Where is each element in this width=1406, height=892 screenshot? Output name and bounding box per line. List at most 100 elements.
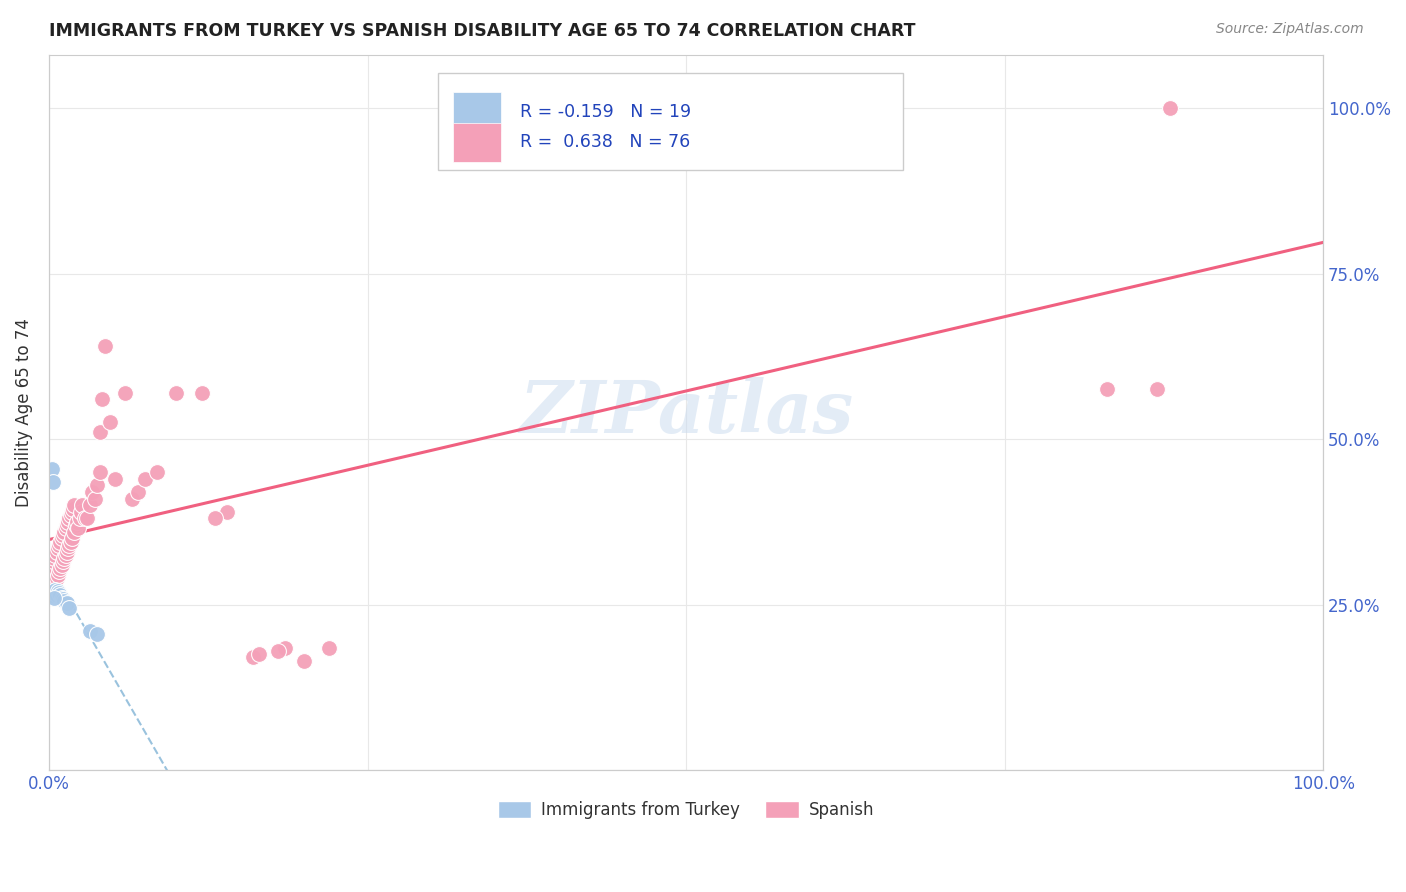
Point: [45, 588, 67, 602]
Point: [55, 521, 77, 535]
FancyBboxPatch shape: [453, 123, 502, 162]
Point: [42, 554, 65, 568]
Point: [46, 541, 69, 556]
Point: [53, 551, 76, 566]
Point: [39, 585, 62, 599]
Point: [134, 472, 156, 486]
Point: [55, 548, 77, 562]
Point: [48, 565, 70, 579]
Point: [41, 588, 63, 602]
Point: [39, 584, 62, 599]
Point: [83, 491, 105, 506]
Point: [46, 567, 69, 582]
Point: [204, 511, 226, 525]
Point: [79, 624, 101, 638]
Point: [51, 591, 73, 605]
Point: [41, 585, 63, 599]
Point: [41, 462, 63, 476]
Point: [45, 544, 67, 558]
Point: [82, 485, 104, 500]
Point: [267, 644, 290, 658]
Point: [56, 541, 79, 556]
Point: [44, 548, 66, 562]
Point: [247, 647, 270, 661]
Point: [42, 585, 65, 599]
Point: [63, 524, 86, 539]
Point: [242, 650, 264, 665]
Point: [65, 518, 87, 533]
Point: [89, 465, 111, 479]
Point: [48, 585, 70, 599]
Y-axis label: Disability Age 65 to 74: Disability Age 65 to 74: [15, 318, 32, 507]
Point: [44, 574, 66, 589]
Text: R =  0.638   N = 76: R = 0.638 N = 76: [520, 134, 690, 152]
Point: [44, 582, 66, 597]
Point: [60, 532, 83, 546]
Point: [69, 511, 91, 525]
Point: [146, 465, 169, 479]
Point: [51, 532, 73, 546]
Point: [86, 478, 108, 492]
Point: [127, 485, 149, 500]
Point: [53, 594, 76, 608]
Point: [114, 385, 136, 400]
Text: Source: ZipAtlas.com: Source: ZipAtlas.com: [1216, 22, 1364, 37]
Point: [58, 600, 80, 615]
Point: [53, 524, 76, 539]
Point: [46, 584, 69, 599]
Point: [121, 491, 143, 506]
Point: [79, 498, 101, 512]
Text: IMMIGRANTS FROM TURKEY VS SPANISH DISABILITY AGE 65 TO 74 CORRELATION CHART: IMMIGRANTS FROM TURKEY VS SPANISH DISABI…: [49, 22, 915, 40]
Point: [42, 577, 65, 591]
Point: [39, 561, 62, 575]
Point: [60, 505, 83, 519]
Point: [51, 558, 73, 572]
Point: [318, 640, 340, 655]
Point: [56, 518, 79, 533]
Point: [70, 498, 93, 512]
Point: [217, 505, 239, 519]
Point: [42, 584, 65, 599]
Point: [56, 544, 79, 558]
Point: [91, 392, 114, 407]
Point: [56, 596, 79, 610]
Point: [73, 511, 96, 525]
Point: [52, 592, 75, 607]
Point: [48, 538, 70, 552]
Point: [89, 425, 111, 440]
Point: [69, 505, 91, 519]
FancyBboxPatch shape: [453, 92, 502, 131]
Point: [292, 654, 315, 668]
Point: [86, 627, 108, 641]
Point: [1095, 383, 1118, 397]
FancyBboxPatch shape: [437, 73, 903, 169]
Point: [42, 581, 65, 595]
Point: [104, 472, 127, 486]
Point: [52, 528, 75, 542]
Point: [42, 591, 65, 605]
Point: [1159, 101, 1181, 115]
Point: [98, 416, 121, 430]
Point: [675, 101, 697, 115]
Point: [56, 515, 79, 529]
Point: [49, 534, 72, 549]
Point: [66, 515, 89, 529]
Point: [45, 571, 67, 585]
Point: [41, 567, 63, 582]
Point: [1146, 383, 1168, 397]
Point: [49, 561, 72, 575]
Text: ZIPatlas: ZIPatlas: [519, 377, 853, 448]
Point: [76, 511, 98, 525]
Point: [191, 385, 214, 400]
Point: [67, 521, 90, 535]
Point: [42, 475, 65, 489]
Point: [94, 339, 117, 353]
Point: [59, 534, 82, 549]
Point: [63, 498, 86, 512]
Point: [62, 501, 84, 516]
Point: [165, 385, 187, 400]
Point: [52, 554, 75, 568]
Text: R = -0.159   N = 19: R = -0.159 N = 19: [520, 103, 692, 120]
Point: [58, 538, 80, 552]
Point: [49, 588, 72, 602]
